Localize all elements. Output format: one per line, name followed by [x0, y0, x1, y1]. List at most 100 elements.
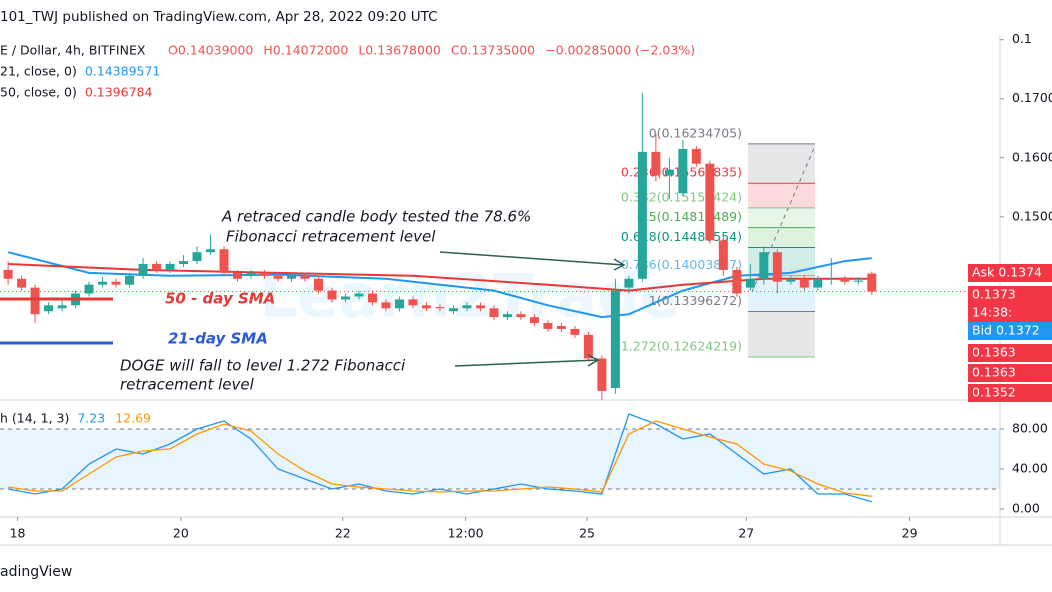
candle-body: [718, 240, 728, 270]
candle-body: [84, 284, 94, 294]
annotation: 50 - day SMA: [165, 290, 275, 308]
indicator-value: 0.14389571: [85, 64, 161, 79]
price-tag-label: Ask 0.1374: [972, 265, 1042, 280]
x-tick-label: 25: [579, 526, 595, 541]
candle-body: [219, 249, 229, 273]
price-tag: [968, 384, 1052, 402]
candle-body: [313, 278, 323, 291]
candle-body: [570, 328, 580, 335]
candle-body: [165, 264, 175, 270]
candle-body: [516, 314, 526, 318]
candle-body: [394, 299, 404, 309]
price-tag-label: 0.1363: [972, 365, 1016, 380]
candle-body: [435, 307, 445, 309]
y-tick-label: 80.00: [1012, 421, 1048, 436]
candle-body: [300, 275, 310, 279]
symbol-label: E / Dollar, 4h, BITFINEX: [0, 43, 146, 58]
candle-body: [179, 261, 189, 265]
candle-body: [206, 249, 216, 253]
price-tag-label: 14:38:: [972, 305, 1012, 320]
annotation: retracement level: [120, 376, 255, 394]
price-tag-label: 0.1373: [972, 287, 1016, 302]
candle-body: [651, 151, 661, 176]
candle-body: [286, 275, 296, 279]
candle-body: [260, 272, 270, 276]
price-tag: [968, 286, 1052, 304]
band-fill: [0, 429, 1000, 489]
candle-body: [529, 317, 539, 324]
ohlc-value: L0.13678000: [358, 43, 441, 58]
candle-body: [691, 148, 701, 164]
fib-label: 0.5(0.14816489): [637, 209, 742, 224]
ohlc-value: O0.14039000: [168, 43, 253, 58]
candle-body: [233, 272, 243, 279]
candle-body: [556, 325, 566, 329]
fib-zone: [748, 207, 815, 228]
legend-value: 7.23: [77, 411, 105, 426]
legend-value: 12.69: [115, 411, 151, 426]
x-tick-label: 20: [173, 526, 189, 541]
candle-body: [664, 169, 674, 176]
candle-body: [840, 277, 850, 282]
fib-zone: [748, 227, 815, 248]
y-tick-label: 40.00: [1012, 461, 1048, 476]
candle-body: [624, 278, 634, 288]
fib-zone: [748, 311, 815, 358]
candle-body: [30, 287, 40, 315]
annotation: A retraced candle body tested the 78.6%: [221, 208, 531, 226]
annotation: DOGE will fall to level 1.272 Fibonacci: [120, 357, 406, 375]
candle-body: [597, 358, 607, 391]
candle-body: [98, 281, 108, 285]
candle-body: [502, 314, 512, 318]
fib-label: 1(0.13396272): [649, 293, 742, 308]
candle-body: [489, 308, 499, 318]
candle-body: [826, 278, 836, 280]
candle-body: [637, 151, 647, 279]
price-tag-label: Bid 0.1372: [972, 323, 1040, 338]
candle-body: [367, 293, 377, 303]
candle-body: [543, 323, 553, 329]
candle-body: [732, 269, 742, 294]
candle-body: [813, 278, 823, 288]
price-tag: [968, 322, 1052, 340]
stoch-line: [8, 420, 872, 497]
candle-body: [583, 334, 593, 359]
candle-body: [354, 293, 364, 297]
candle-body: [462, 305, 472, 309]
price-tag: [968, 364, 1052, 382]
candle-body: [475, 305, 485, 309]
fib-zone: [748, 143, 815, 184]
indicator-value: 0.1396784: [85, 85, 153, 100]
candle-body: [340, 296, 350, 300]
y-tick-label: 0.1500: [1012, 208, 1052, 223]
annotation: Fibonacci retracement level: [226, 228, 436, 246]
candle-body: [759, 252, 769, 279]
candle-body: [786, 278, 796, 282]
price-tag: [968, 344, 1052, 362]
oscillator-pane: [0, 400, 1000, 517]
price-tag: [968, 264, 1052, 282]
price-tag-label: 0.1363: [972, 345, 1016, 360]
candle-body: [3, 269, 13, 279]
candle-body: [678, 148, 688, 194]
candle-body: [17, 278, 27, 288]
candle-body: [57, 305, 67, 309]
annotation: 21-day SMA: [168, 330, 268, 348]
candle-body: [138, 264, 148, 276]
arrow: [454, 354, 600, 367]
fib-label: 0.786(0.14003827): [621, 257, 742, 272]
x-tick-label: 18: [10, 526, 26, 541]
x-tick-label: 27: [738, 526, 754, 541]
y-tick-label: 0.1600: [1012, 149, 1052, 164]
candle-body: [327, 290, 337, 300]
y-tick-label: 0.1700: [1012, 90, 1052, 105]
candle-body: [381, 302, 391, 309]
x-tick-label: 29: [902, 526, 918, 541]
fib-label: 1.272(0.12624219): [621, 339, 742, 354]
publish-line: 101_TWJ published on TradingView.com, Ap…: [0, 9, 438, 25]
candle-body: [246, 272, 256, 276]
candle-body: [44, 305, 54, 312]
footer-brand: adingView: [0, 564, 72, 580]
